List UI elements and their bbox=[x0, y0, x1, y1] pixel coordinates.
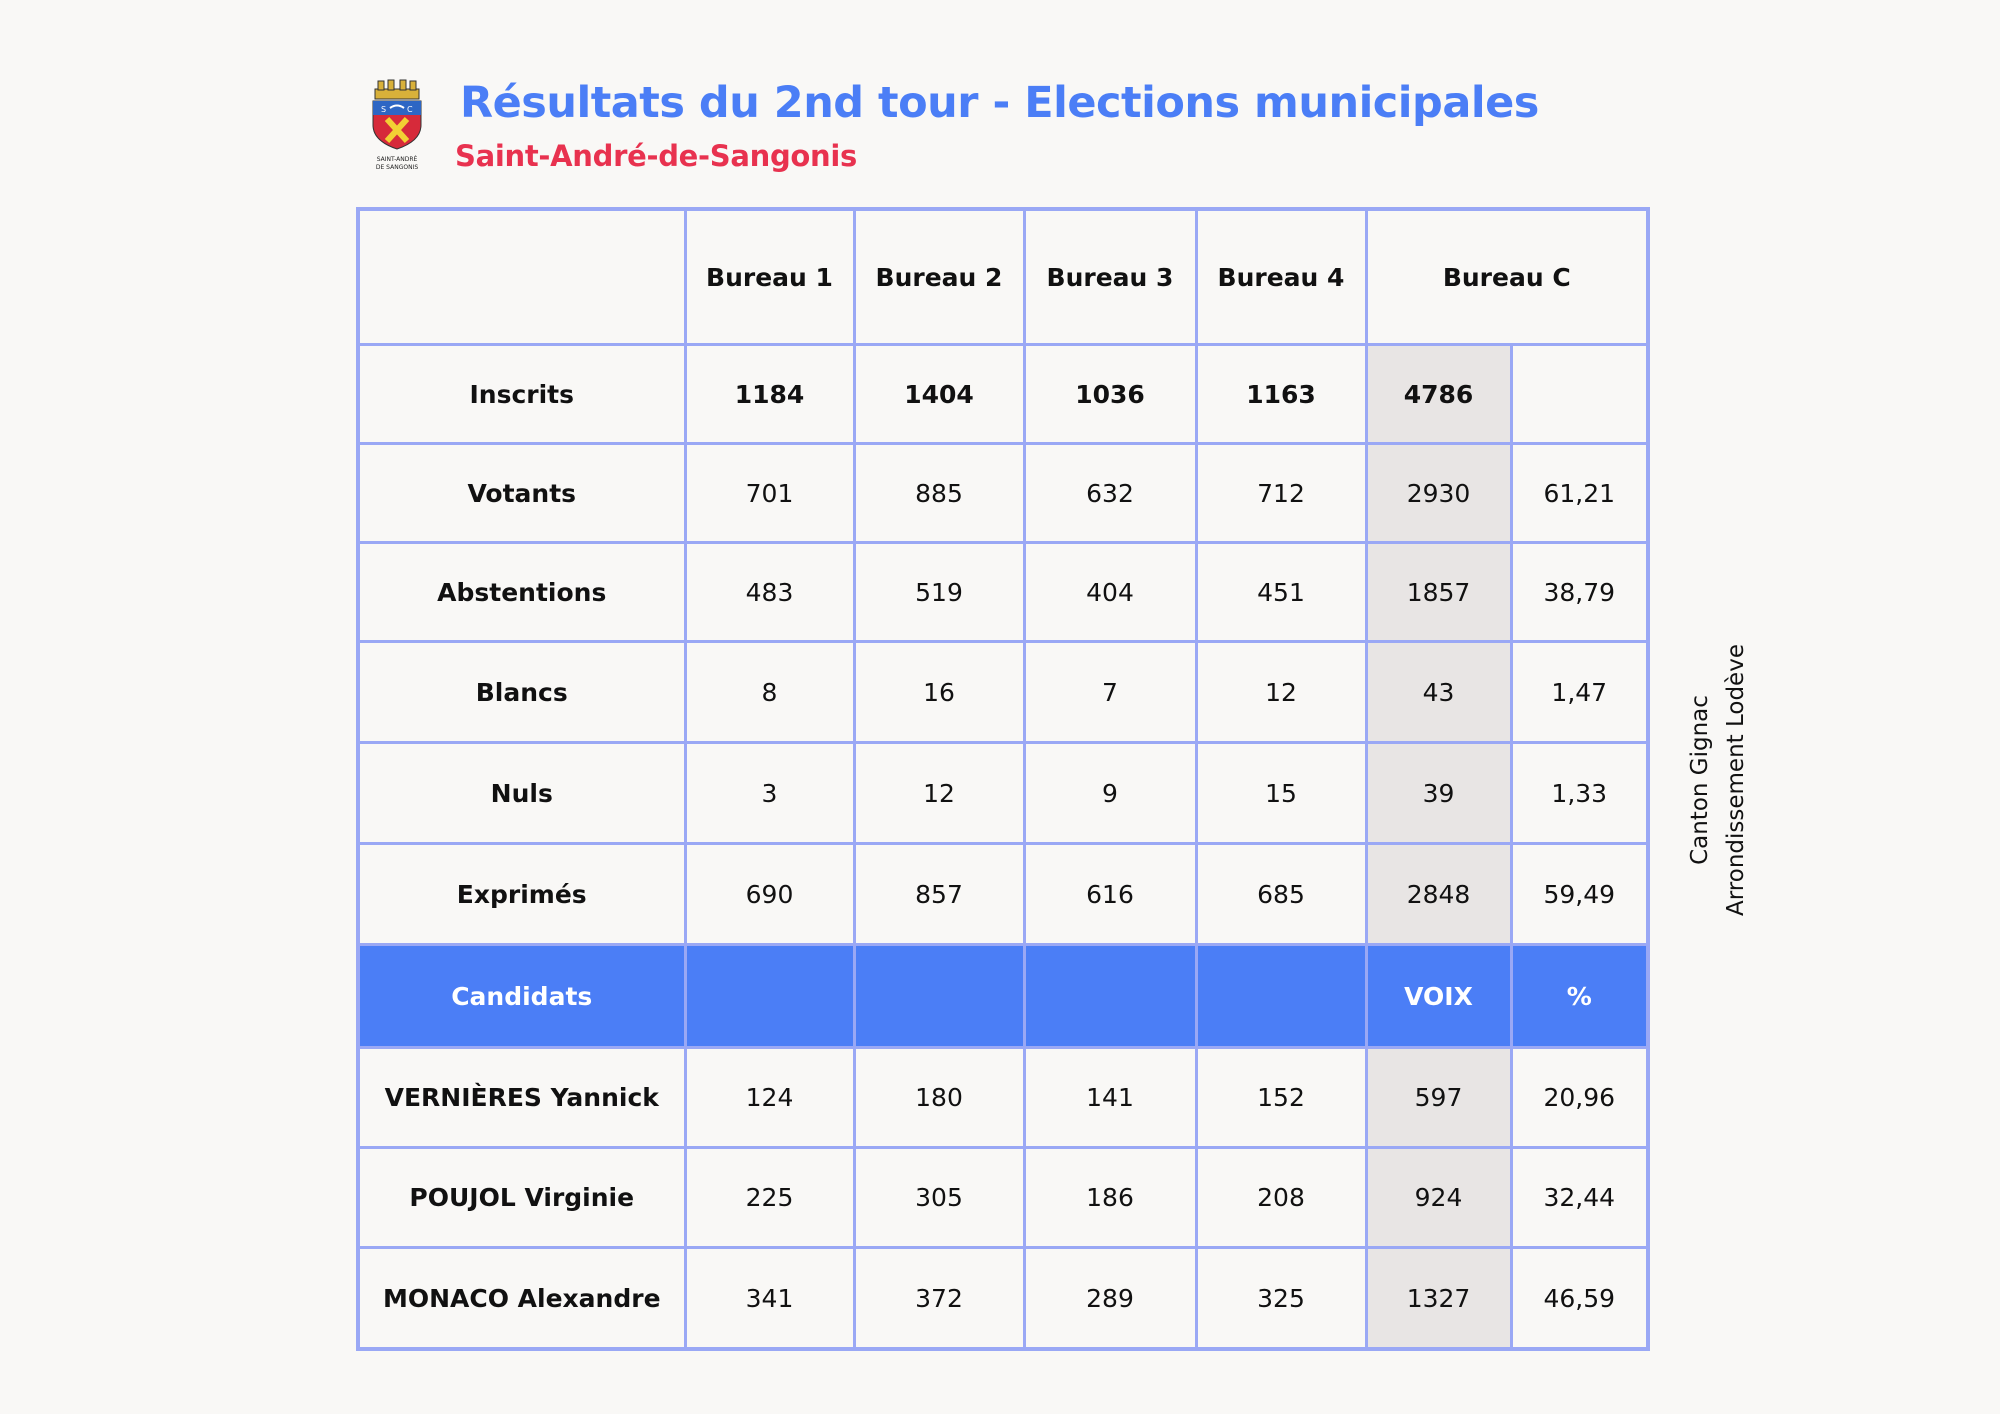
logo-caption-line2: DE SANGONIS bbox=[376, 164, 418, 171]
cell-value: 857 bbox=[852, 842, 1026, 946]
cell-value: 701 bbox=[683, 442, 856, 544]
cell-percent bbox=[1509, 343, 1650, 445]
row-label: Blancs bbox=[356, 640, 687, 744]
cell-value: 404 bbox=[1022, 541, 1198, 643]
candidate-row-poujol: POUJOL Virginie 225 305 186 208 924 32,4… bbox=[356, 1146, 1650, 1249]
col-header-bureau-2: Bureau 2 bbox=[852, 207, 1026, 346]
cell-value: 8 bbox=[683, 640, 856, 744]
cell-percent: 61,21 bbox=[1509, 442, 1650, 544]
percent-header: % bbox=[1509, 943, 1650, 1049]
cell-value: 325 bbox=[1194, 1246, 1368, 1351]
cell-percent: 59,49 bbox=[1509, 842, 1650, 946]
cell-value: 341 bbox=[683, 1246, 856, 1351]
page-subtitle: Saint-André-de-Sangonis bbox=[455, 139, 857, 173]
cell-voix: 924 bbox=[1364, 1146, 1513, 1249]
cell-value: 372 bbox=[852, 1246, 1026, 1351]
cell-value: 124 bbox=[683, 1046, 856, 1149]
cell-value: 12 bbox=[1194, 640, 1368, 744]
col-header-bureau-3: Bureau 3 bbox=[1022, 207, 1198, 346]
cell-value: 1163 bbox=[1194, 343, 1368, 445]
cell-total: 43 bbox=[1364, 640, 1513, 744]
cell-percent: 46,59 bbox=[1509, 1246, 1650, 1351]
row-label: Exprimés bbox=[356, 842, 687, 946]
cell-percent: 32,44 bbox=[1509, 1146, 1650, 1249]
candidate-row-monaco: MONACO Alexandre 341 372 289 325 1327 46… bbox=[356, 1246, 1650, 1351]
cell-value: 12 bbox=[852, 741, 1026, 845]
cell-value: 616 bbox=[1022, 842, 1198, 946]
col-header-bureau-4: Bureau 4 bbox=[1194, 207, 1368, 346]
svg-text:S: S bbox=[381, 105, 386, 114]
stat-row-nuls: Nuls 3 12 9 15 39 1,33 bbox=[356, 741, 1650, 845]
cell-value: 152 bbox=[1194, 1046, 1368, 1149]
arrondissement-label: Arrondissement Lodève bbox=[1723, 644, 1749, 916]
candidate-name: MONACO Alexandre bbox=[356, 1246, 687, 1351]
cell-value: 632 bbox=[1022, 442, 1198, 544]
cell-percent: 1,47 bbox=[1509, 640, 1650, 744]
page-title: Résultats du 2nd tour - Elections munici… bbox=[460, 78, 1539, 128]
candidates-label: Candidats bbox=[356, 943, 687, 1049]
empty-header-cell bbox=[1194, 943, 1368, 1049]
cell-value: 9 bbox=[1022, 741, 1198, 845]
stat-row-abstentions: Abstentions 483 519 404 451 1857 38,79 bbox=[356, 541, 1650, 643]
cell-voix: 597 bbox=[1364, 1046, 1513, 1149]
cell-total: 1857 bbox=[1364, 541, 1513, 643]
cell-value: 483 bbox=[683, 541, 856, 643]
stat-row-blancs: Blancs 8 16 7 12 43 1,47 bbox=[356, 640, 1650, 744]
cell-value: 451 bbox=[1194, 541, 1368, 643]
results-table: Bureau 1 Bureau 2 Bureau 3 Bureau 4 Bure… bbox=[356, 207, 1651, 1351]
cell-value: 225 bbox=[683, 1146, 856, 1249]
cell-value: 208 bbox=[1194, 1146, 1368, 1249]
stat-row-inscrits: Inscrits 1184 1404 1036 1163 4786 bbox=[356, 343, 1650, 445]
cell-value: 1184 bbox=[683, 343, 856, 445]
cell-value: 712 bbox=[1194, 442, 1368, 544]
svg-text:C: C bbox=[407, 105, 413, 114]
cell-value: 3 bbox=[683, 741, 856, 845]
empty-header-cell bbox=[852, 943, 1026, 1049]
cell-value: 305 bbox=[852, 1146, 1026, 1249]
cell-value: 186 bbox=[1022, 1146, 1198, 1249]
voix-header: VOIX bbox=[1364, 943, 1513, 1049]
town-coat-of-arms-logo: S C SAINT-ANDRÉ DE SANGONIS bbox=[372, 79, 422, 171]
canton-arrondissement-note: Canton Gignac Arrondissement Lodève bbox=[1682, 644, 1754, 916]
cell-value: 690 bbox=[683, 842, 856, 946]
cell-value: 141 bbox=[1022, 1046, 1198, 1149]
candidate-name: POUJOL Virginie bbox=[356, 1146, 687, 1249]
empty-header-cell bbox=[1022, 943, 1198, 1049]
col-header-bureau-1: Bureau 1 bbox=[683, 207, 856, 346]
cell-percent: 20,96 bbox=[1509, 1046, 1650, 1149]
cell-value: 519 bbox=[852, 541, 1026, 643]
candidate-row-vernieres: VERNIÈRES Yannick 124 180 141 152 597 20… bbox=[356, 1046, 1650, 1149]
empty-header-cell bbox=[683, 943, 856, 1049]
row-label: Votants bbox=[356, 442, 687, 544]
cell-value: 885 bbox=[852, 442, 1026, 544]
cell-value: 1404 bbox=[852, 343, 1026, 445]
cell-value: 16 bbox=[852, 640, 1026, 744]
cell-percent: 1,33 bbox=[1509, 741, 1650, 845]
canton-label: Canton Gignac bbox=[1687, 695, 1713, 865]
stat-row-exprimes: Exprimés 690 857 616 685 2848 59,49 bbox=[356, 842, 1650, 946]
bureau-header-row: Bureau 1 Bureau 2 Bureau 3 Bureau 4 Bure… bbox=[356, 207, 1650, 346]
row-label: Abstentions bbox=[356, 541, 687, 643]
logo-caption-line1: SAINT-ANDRÉ bbox=[377, 155, 418, 163]
corner-cell bbox=[356, 207, 687, 346]
candidates-header-row: Candidats VOIX % bbox=[356, 943, 1650, 1049]
cell-voix: 1327 bbox=[1364, 1246, 1513, 1351]
cell-total: 2930 bbox=[1364, 442, 1513, 544]
cell-value: 7 bbox=[1022, 640, 1198, 744]
cell-value: 180 bbox=[852, 1046, 1026, 1149]
row-label: Nuls bbox=[356, 741, 687, 845]
cell-percent: 38,79 bbox=[1509, 541, 1650, 643]
cell-value: 289 bbox=[1022, 1246, 1198, 1351]
cell-value: 1036 bbox=[1022, 343, 1198, 445]
cell-total: 39 bbox=[1364, 741, 1513, 845]
candidate-name: VERNIÈRES Yannick bbox=[356, 1046, 687, 1149]
cell-total: 2848 bbox=[1364, 842, 1513, 946]
cell-total: 4786 bbox=[1364, 343, 1513, 445]
cell-value: 685 bbox=[1194, 842, 1368, 946]
stat-row-votants: Votants 701 885 632 712 2930 61,21 bbox=[356, 442, 1650, 544]
row-label: Inscrits bbox=[356, 343, 687, 445]
cell-value: 15 bbox=[1194, 741, 1368, 845]
col-header-bureau-c: Bureau C bbox=[1364, 207, 1650, 346]
